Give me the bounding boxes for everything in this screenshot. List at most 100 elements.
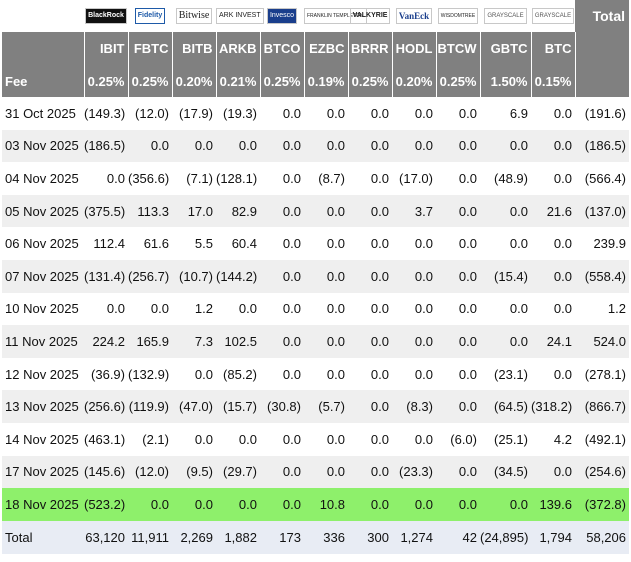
flow-cell: 10.8 [304,488,348,521]
flow-cell: 0.0 [436,357,480,391]
flow-cell: 0.0 [260,162,304,195]
ticker-header: ARKB [216,32,261,65]
flow-cell: 0.0 [304,259,348,293]
flow-cell: 0.0 [304,357,348,391]
flow-cell: 0.0 [531,162,575,195]
flow-cell: 112.4 [84,227,128,260]
flow-cell: 5.5 [172,227,216,260]
flow-cell: 0.0 [304,97,348,130]
flow-cell: (7.1) [172,162,216,195]
flow-cell: 0.0 [392,259,436,293]
fee-cell: 0.21% [216,65,261,97]
flow-rows: 31 Oct 2025 (149.3) (12.0) (17.9) (19.3) 0.0 0… [2,97,629,521]
date-cell: 13 Nov 2025 [2,390,84,423]
ticker-header: HODL [392,32,437,65]
flow-cell: (119.9) [128,390,172,423]
issuer-logo-cell: VanEck [392,0,436,32]
flow-cell: (132.9) [128,357,172,391]
row-total-cell: (278.1) [575,357,629,391]
flow-cell: 0.0 [348,194,392,228]
issuer-logo-cell: BlackRock [84,0,128,32]
flow-cell: (131.4) [84,259,128,293]
flow-cell: (375.5) [84,194,128,228]
flow-cell: 0.0 [348,325,392,358]
total-cell: 63,120 [84,520,128,554]
ticker-header: BTCO [260,32,305,65]
issuer-logo-cell: GRAYSCALE [480,0,531,32]
table-row: 03 Nov 2025 (186.5) 0.0 0.0 0.0 0.0 0.0 0.0 0.0 0… [2,129,629,163]
flow-cell: 0.0 [392,488,436,521]
issuer-logo-row: BlackRock Fidelity Bitwise ARK INVEST In… [2,0,629,32]
date-cell: 06 Nov 2025 [2,227,84,260]
flow-cell: (30.8) [260,390,304,423]
flow-cell: 0.0 [392,325,436,358]
flow-cell: 224.2 [84,325,128,358]
date-cell: 05 Nov 2025 [2,194,84,228]
flow-cell: 0.0 [480,325,531,358]
flow-cell: 0.0 [216,292,260,326]
flow-cell: 0.0 [348,97,392,130]
table-row: 04 Nov 2025 0.0 (356.6) (7.1) (128.1) 0.0 (8.7… [2,162,629,195]
fee-cell: 0.25% [128,65,173,97]
flow-cell: 0.0 [531,259,575,293]
valkyrie-logo: VALKYRIE [349,8,391,25]
ticker-header: BTCW [436,32,481,65]
flow-cell: 0.0 [436,227,480,260]
issuer-logo-cell: Bitwise [172,0,216,32]
flow-cell: 60.4 [216,227,260,260]
issuer-logo-cell: ARK INVEST [216,0,264,32]
row-total-cell: (254.6) [575,455,629,489]
flow-cell: (23.1) [480,357,531,391]
totals-label: Total [2,520,84,554]
flow-cell: 0.0 [348,488,392,521]
flow-cell: (128.1) [216,162,260,195]
flow-cell: 0.0 [260,325,304,358]
flow-cell: 0.0 [172,357,216,391]
flow-cell: (145.6) [84,455,128,489]
flow-cell: 0.0 [392,292,436,326]
total-cell: 173 [260,520,304,554]
flow-cell: (10.7) [172,259,216,293]
flow-cell: 0.0 [531,129,575,163]
total-cell: 1,882 [216,520,260,554]
flow-cell: 0.0 [480,292,531,326]
flow-cell: 0.0 [172,422,216,456]
total-cell: 300 [348,520,392,554]
flow-cell: 0.0 [260,97,304,130]
ark-logo: ARK INVEST [216,8,264,25]
flow-cell: 0.0 [436,455,480,489]
flow-cell: 0.0 [84,162,128,195]
fee-cell: 1.50% [480,65,532,97]
row-total-cell: (186.5) [575,129,629,163]
flow-cell: (8.3) [392,390,436,423]
flow-cell: 6.9 [480,97,531,130]
row-total-cell: 1.2 [575,292,629,326]
fee-cell: 0.25% [348,65,393,97]
row-total-cell: (866.7) [575,390,629,423]
date-cell: 31 Oct 2025 [2,97,84,130]
flow-cell: (2.1) [128,422,172,456]
flow-cell: (8.7) [304,162,348,195]
flow-cell: (12.0) [128,97,172,130]
flow-cell: 82.9 [216,194,260,228]
ticker-row: IBIT FBTC BITB ARKB BTCO EZBC BRRR HODL … [2,32,630,65]
flow-cell: (318.2) [531,390,575,423]
ticker-header: FBTC [128,32,173,65]
flow-cell: 0.0 [436,129,480,163]
flow-cell: 0.0 [436,97,480,130]
flow-cell: (186.5) [84,129,128,163]
flow-cell: 0.0 [480,227,531,260]
row-total-cell: (492.1) [575,422,629,456]
flow-cell: (523.2) [84,488,128,521]
flow-cell: 0.0 [348,259,392,293]
flow-cell: 0.0 [531,357,575,391]
fidelity-logo: Fidelity [134,8,166,25]
flow-cell: 0.0 [128,129,172,163]
total-cell: 2,269 [172,520,216,554]
flow-cell: 0.0 [84,292,128,326]
flow-cell: (15.7) [216,390,260,423]
flow-cell: 0.0 [260,194,304,228]
flow-cell: 0.0 [392,97,436,130]
flow-cell: (17.9) [172,97,216,130]
issuer-logo-cell: Fidelity [128,0,172,32]
